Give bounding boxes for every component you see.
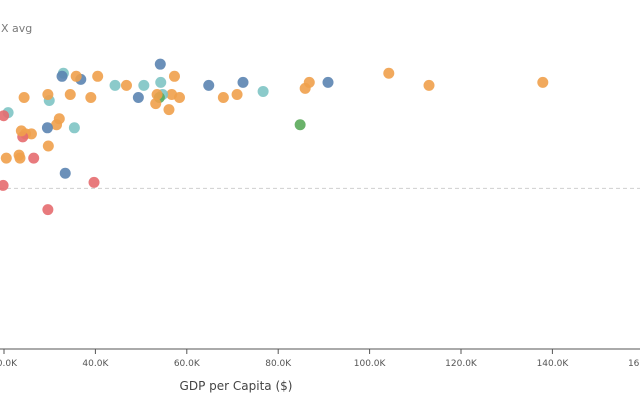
data-point: [51, 119, 63, 131]
data-point: [150, 98, 162, 110]
data-point: [68, 122, 80, 134]
data-point: [217, 92, 229, 104]
data-point: [322, 76, 334, 88]
data-point: [383, 67, 395, 79]
data-point: [109, 79, 121, 91]
reference-line-label: X avg: [1, 22, 32, 35]
data-point: [299, 82, 311, 94]
data-point: [203, 79, 215, 91]
x-axis-ticks: 20.0K 40.0K 60.0K 80.0K 100.0K 120.0K 140.0K 16…: [0, 349, 640, 369]
data-point: [0, 152, 12, 164]
data-point: [64, 88, 76, 100]
data-point: [41, 122, 53, 134]
data-point: [423, 79, 435, 91]
x-tick-label: 20.0K: [0, 359, 18, 369]
data-point: [88, 176, 100, 188]
data-point: [154, 58, 166, 70]
data-point: [56, 70, 68, 82]
data-point: [28, 152, 40, 164]
data-point: [70, 70, 82, 82]
data-point: [42, 204, 54, 216]
data-points: [0, 58, 549, 216]
data-point: [231, 88, 243, 100]
data-point: [537, 76, 549, 88]
x-tick-label: 120.0K: [445, 359, 478, 369]
data-point: [132, 92, 144, 104]
data-point: [59, 167, 71, 179]
data-point: [138, 79, 150, 91]
data-point: [168, 70, 180, 82]
data-point: [151, 88, 163, 100]
data-point: [92, 70, 104, 82]
data-point: [42, 140, 54, 152]
data-point: [237, 76, 249, 88]
data-point: [85, 92, 97, 104]
data-point: [18, 92, 30, 104]
data-point: [13, 149, 25, 161]
data-point: [0, 110, 10, 122]
x-tick-label: 160.0K: [628, 359, 640, 369]
data-point: [0, 179, 9, 191]
data-point: [166, 88, 178, 100]
data-point: [257, 85, 269, 97]
x-axis-title: GDP per Capita ($): [180, 379, 293, 393]
data-point: [155, 76, 167, 88]
data-point: [294, 119, 306, 131]
data-point: [120, 79, 132, 91]
data-point: [15, 125, 27, 137]
x-tick-label: 100.0K: [354, 359, 387, 369]
x-tick-label: 40.0K: [82, 359, 109, 369]
x-tick-label: 140.0K: [537, 359, 570, 369]
x-tick-label: 60.0K: [174, 359, 201, 369]
data-point: [42, 88, 54, 100]
data-point: [163, 104, 175, 116]
x-tick-label: 80.0K: [265, 359, 292, 369]
